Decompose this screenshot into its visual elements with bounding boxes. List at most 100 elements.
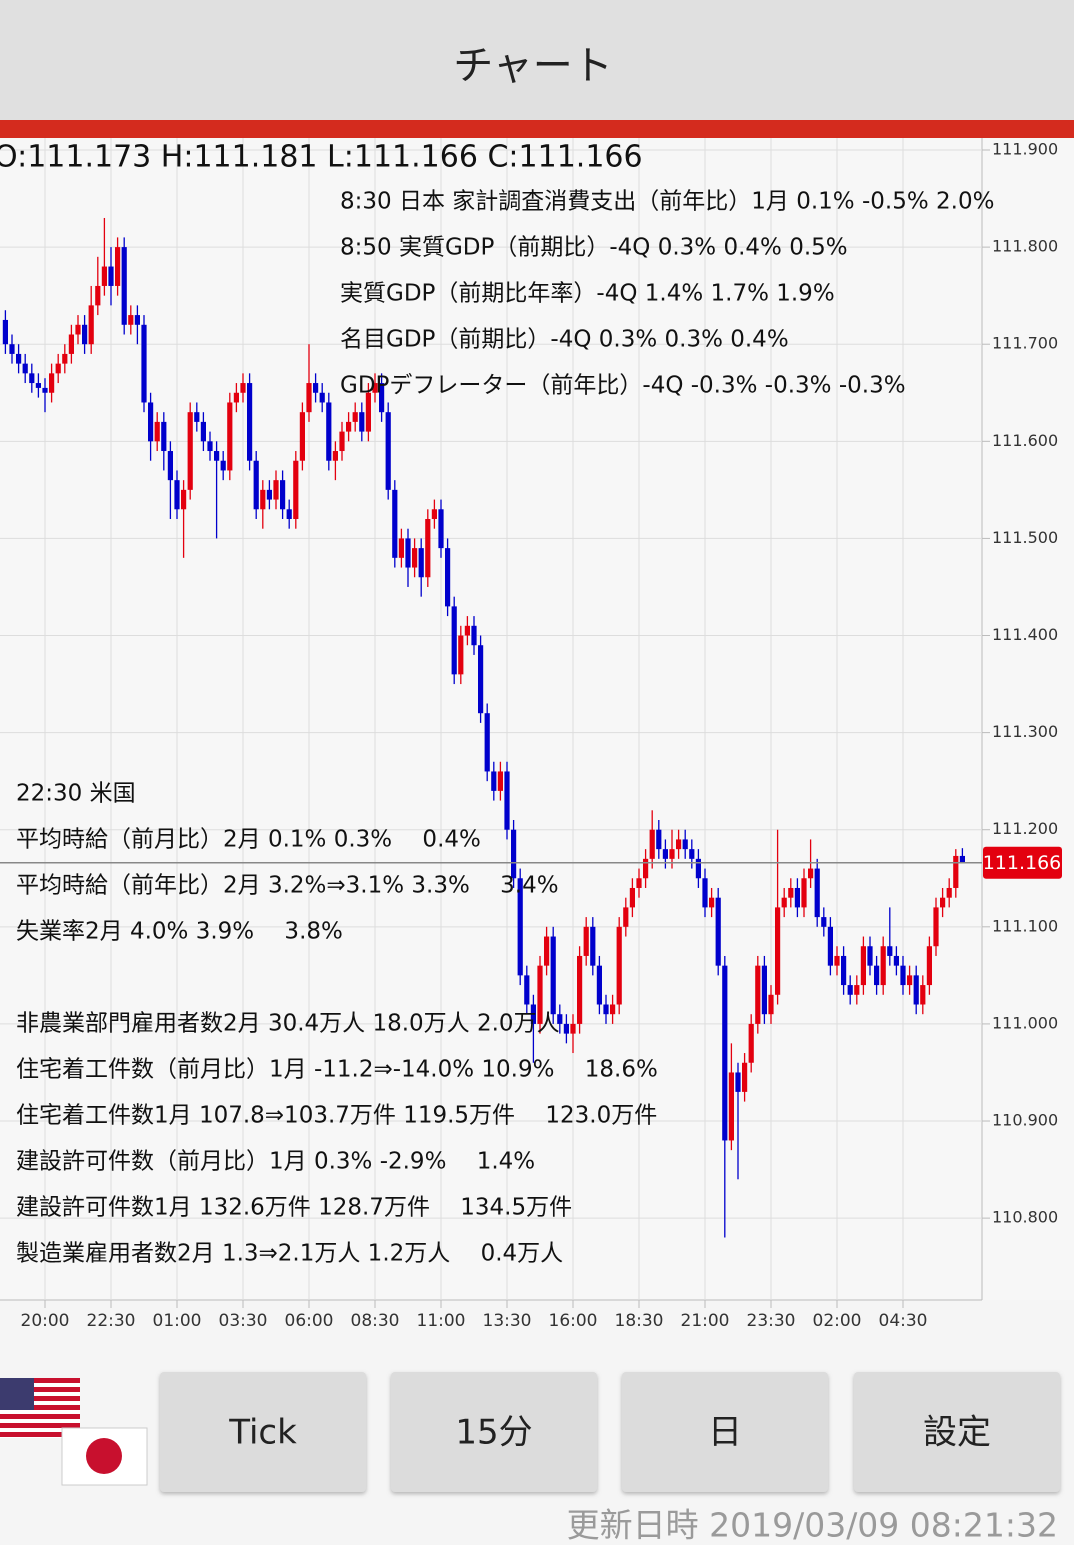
candle-body xyxy=(860,946,866,986)
button-face[interactable] xyxy=(160,1372,366,1492)
candle-body xyxy=(933,907,939,947)
x-tick-label: 11:00 xyxy=(417,1311,466,1331)
x-tick-label: 04:30 xyxy=(879,1311,928,1331)
event-annotation: 非農業部門雇用者数2月 30.4万人 18.0万人 2.0万人 xyxy=(16,1011,560,1037)
candle-body xyxy=(167,451,173,481)
ohlc-readout: O:111.173 H:111.181 L:111.166 C:111.166 xyxy=(0,140,643,175)
candle-body xyxy=(121,247,127,325)
candle-body xyxy=(293,460,299,519)
candle-body xyxy=(484,713,490,772)
candle-body xyxy=(689,849,695,859)
candle-body xyxy=(893,955,899,966)
candle-body xyxy=(418,548,424,578)
candle-body xyxy=(313,383,319,393)
candle-body xyxy=(709,897,715,908)
candle-body xyxy=(385,412,391,490)
candle-body xyxy=(253,460,259,510)
event-annotation: 8:50 実質GDP（前期比）-4Q 0.3% 0.4% 0.5% xyxy=(340,235,848,261)
candle-body xyxy=(227,402,233,471)
candle-body xyxy=(68,334,74,354)
button-face[interactable] xyxy=(391,1372,597,1492)
candle-body xyxy=(214,451,220,461)
event-annotation: 住宅着工件数1月 107.8⇒103.7万件 119.5万件 123.0万件 xyxy=(16,1103,657,1129)
x-tick-label: 08:30 xyxy=(351,1311,400,1331)
candle-body xyxy=(82,324,88,345)
x-tick-label: 03:30 xyxy=(219,1311,268,1331)
candle-body xyxy=(2,319,8,345)
button-face[interactable] xyxy=(854,1372,1060,1492)
jp-flag xyxy=(61,1427,148,1486)
candle-body xyxy=(583,926,589,956)
candle-body xyxy=(280,480,286,510)
candle-body xyxy=(451,606,457,675)
candle-body xyxy=(497,771,503,791)
candle-body xyxy=(346,421,352,432)
tab-button[interactable]: 設定 xyxy=(854,1372,1060,1492)
candle-body xyxy=(563,1023,569,1034)
tab-button[interactable]: 15分 xyxy=(391,1372,597,1492)
event-annotation: 失業率2月 4.0% 3.9% 3.8% xyxy=(16,919,343,945)
candle-body xyxy=(49,373,55,393)
tab-button[interactable]: 日 xyxy=(622,1372,828,1492)
button-label[interactable]: 15分 xyxy=(455,1413,532,1453)
y-tick-label: 111.900 xyxy=(992,140,1058,159)
candle-body xyxy=(88,305,94,345)
candle-body xyxy=(266,489,272,500)
candle-body xyxy=(544,936,550,966)
event-annotation: 建設許可件数1月 132.6万件 128.7万件 134.5万件 xyxy=(16,1195,572,1221)
event-annotation: 22:30 米国 xyxy=(16,781,136,807)
candle-body xyxy=(478,645,484,714)
candle-body xyxy=(728,1072,734,1141)
candle-body xyxy=(379,383,385,413)
candle-body xyxy=(319,392,325,403)
x-tick-label: 18:30 xyxy=(615,1311,664,1331)
candle-body xyxy=(141,324,147,403)
candle-body xyxy=(16,353,22,364)
candle-body xyxy=(471,625,477,646)
candle-body xyxy=(735,1072,741,1092)
event-annotation: 平均時給（前月比）2月 0.1% 0.3% 0.4% xyxy=(16,827,481,853)
labels: 111.900 111.800 111.700 111.600 111.500 111.4… xyxy=(0,140,1062,1331)
tab-button[interactable]: Tick xyxy=(160,1372,366,1492)
candle-body xyxy=(55,363,61,374)
candle-body xyxy=(537,965,543,1024)
candle-body xyxy=(953,855,959,888)
candle-body xyxy=(332,451,338,461)
button-label[interactable]: 設定 xyxy=(923,1413,991,1453)
candle-body xyxy=(75,324,81,335)
y-tick-label: 111.400 xyxy=(992,625,1058,644)
button-label[interactable]: Tick xyxy=(228,1413,297,1453)
candle-body xyxy=(405,538,411,568)
button-label[interactable]: 日 xyxy=(708,1413,742,1453)
candle-body xyxy=(926,946,932,986)
candle-body xyxy=(662,849,668,859)
candle-body xyxy=(148,402,154,442)
candle-body xyxy=(722,965,728,1141)
x-tick-label: 02:00 xyxy=(813,1311,862,1331)
candle-body xyxy=(629,887,635,908)
candle-body xyxy=(761,965,767,1015)
candle-body xyxy=(445,548,451,607)
y-tick-label: 111.600 xyxy=(992,431,1058,450)
candle-body xyxy=(550,936,556,1015)
button-face[interactable] xyxy=(622,1372,828,1492)
candle-body xyxy=(134,315,140,325)
candle-body xyxy=(187,412,193,490)
candle-body xyxy=(570,1023,576,1034)
candle-body xyxy=(220,460,226,471)
candle-body xyxy=(590,926,596,966)
candle-body xyxy=(702,878,708,908)
candle-body xyxy=(603,1004,609,1015)
candle-body xyxy=(326,402,332,461)
candle-body xyxy=(596,965,602,1005)
grid xyxy=(0,138,982,1300)
candle-body xyxy=(946,887,952,898)
candle-body xyxy=(62,353,68,364)
x-tick-label: 01:00 xyxy=(153,1311,202,1331)
last-price-label: 111.166 xyxy=(983,852,1062,874)
candle-body xyxy=(517,878,523,976)
candle-body xyxy=(511,829,517,879)
candle-body xyxy=(101,266,107,286)
